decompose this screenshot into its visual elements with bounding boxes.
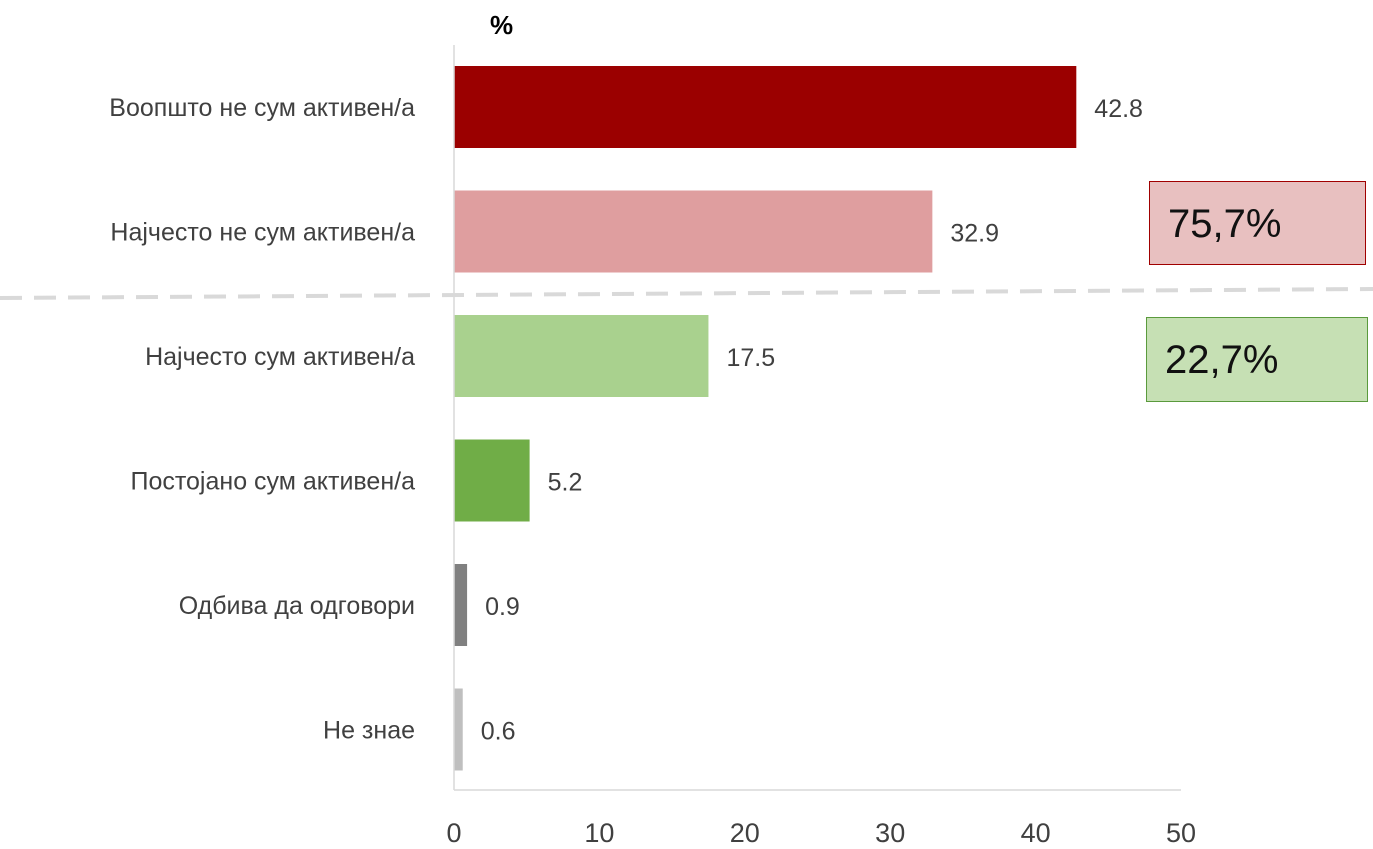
data-label: 17.5 <box>726 344 775 372</box>
category-label: Не знае <box>323 717 415 745</box>
category-label: Воопшто не сум активен/а <box>109 94 415 122</box>
data-label: 42.8 <box>1094 95 1143 123</box>
data-label: 0.9 <box>485 593 520 621</box>
active-total-box: 22,7% <box>1146 317 1368 402</box>
bar <box>454 190 933 273</box>
bar <box>454 439 530 522</box>
unit-label: % <box>490 10 514 40</box>
x-tick-label: 40 <box>1021 818 1051 848</box>
bar <box>454 688 463 771</box>
data-label: 32.9 <box>950 220 999 248</box>
data-label: 0.6 <box>481 718 516 746</box>
category-label: Постојано сум активен/а <box>130 468 415 496</box>
x-tick-label: 20 <box>730 818 760 848</box>
category-label: Одбива да одговори <box>179 592 415 620</box>
data-label: 5.2 <box>548 469 583 497</box>
x-tick-label: 50 <box>1166 818 1196 848</box>
bar <box>454 564 468 646</box>
bar <box>454 315 709 397</box>
category-label: Најчесто не сум активен/а <box>110 219 415 247</box>
category-label: Најчесто сум активен/а <box>145 343 415 371</box>
group-divider <box>0 287 1373 300</box>
bar <box>454 66 1077 148</box>
x-tick-label: 30 <box>875 818 905 848</box>
inactive-total-box: 75,7% <box>1149 181 1366 265</box>
x-tick-label: 0 <box>446 818 461 848</box>
x-tick-label: 10 <box>584 818 614 848</box>
